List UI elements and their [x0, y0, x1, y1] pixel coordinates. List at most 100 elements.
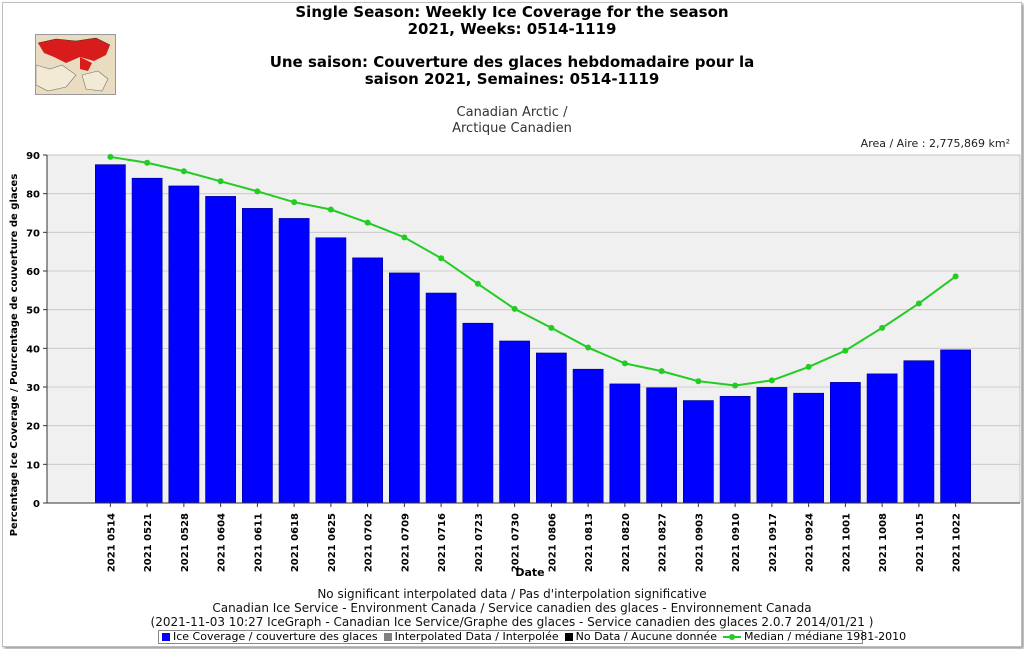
legend-interp: Interpolated Data / Interpolée — [383, 630, 559, 644]
median-line — [110, 155, 957, 387]
bar — [499, 340, 530, 504]
x-tick-label: 2021 1015 — [915, 513, 926, 572]
y-tick-label: 50 — [26, 306, 40, 317]
x-tick-label: 2021 1008 — [878, 513, 889, 572]
y-tick-label: 0 — [33, 499, 40, 510]
median-point — [180, 168, 187, 175]
x-tick-label: 2021 0716 — [437, 513, 448, 572]
bar — [830, 382, 861, 504]
bar — [131, 177, 163, 504]
x-tick-label: 2021 0625 — [327, 513, 338, 572]
bar — [793, 392, 824, 504]
median-point — [107, 153, 114, 160]
x-tick-label: 2021 0709 — [400, 513, 411, 572]
x-tick-label: 2021 0514 — [106, 513, 117, 572]
title-fr-line1: Une saison: Couverture des glaces hebdom… — [269, 53, 755, 71]
median-point — [254, 188, 261, 195]
bar — [95, 164, 126, 504]
median-point — [805, 363, 812, 370]
median-point — [217, 178, 224, 185]
median-point — [658, 368, 665, 375]
y-tick-label: 60 — [26, 267, 40, 278]
bar — [352, 257, 383, 504]
x-tick-label: 2021 0806 — [547, 513, 558, 572]
bar — [903, 360, 935, 504]
x-tick-label: 2021 0827 — [658, 513, 669, 572]
median-point — [364, 219, 371, 226]
title-en-line2: 2021, Weeks: 0514-1119 — [407, 20, 617, 38]
bar — [683, 400, 714, 504]
area-label: Area / Aire : 2,775,869 km² — [860, 137, 1010, 150]
x-axis-label: Date — [515, 566, 544, 579]
bar — [389, 272, 420, 504]
y-tick-label: 90 — [26, 151, 40, 162]
bar — [315, 237, 347, 504]
median-point — [695, 378, 702, 385]
median-point — [401, 234, 408, 241]
x-tick-label: 2021 0813 — [584, 513, 595, 572]
region-thumbnail-map — [35, 34, 116, 95]
median-point — [952, 273, 959, 280]
legend-nodata-label: No Data / Aucune donnée — [575, 630, 717, 643]
bar — [278, 218, 310, 504]
title-fr-line2: saison 2021, Semaines: 0514-1119 — [364, 70, 660, 88]
legend-ice-swatch — [162, 633, 170, 641]
bar — [866, 373, 898, 504]
x-tick-label: 2021 0521 — [143, 513, 154, 572]
bar — [609, 383, 641, 504]
legend-nodata-swatch — [564, 633, 573, 641]
x-tick-label: 2021 0910 — [731, 513, 742, 572]
bar — [205, 196, 236, 504]
x-tick-label: 2021 0611 — [253, 513, 264, 572]
median-point — [585, 344, 592, 351]
median-point — [474, 280, 481, 287]
footer-interp-note: No significant interpolated data / Pas d… — [317, 587, 707, 601]
median-point — [327, 206, 334, 213]
y-tick-label: 30 — [26, 383, 40, 394]
x-axis: 2021 0514 2021 0521 2021 0528 2021 0604 2021… — [47, 502, 1020, 572]
x-tick-label: 2021 1022 — [952, 513, 963, 572]
chart-legend: Ice Coverage / couverture des glaces Int… — [158, 630, 906, 644]
x-tick-label: 2021 0618 — [290, 513, 301, 572]
legend-ice-label: Ice Coverage / couverture des glaces — [173, 630, 378, 643]
bar — [536, 352, 567, 504]
x-tick-label: 2021 0528 — [180, 513, 191, 572]
legend-median: Median / médiane 1981-2010 — [723, 630, 906, 644]
median-point — [879, 324, 886, 331]
bar — [168, 185, 200, 504]
title-en-line1: Single Season: Weekly Ice Coverage for t… — [295, 3, 729, 21]
y-axis-label: Percentage Ice Coverage / Pourcentage de… — [9, 174, 20, 537]
median-point — [842, 347, 849, 354]
legend-ice: Ice Coverage / couverture des glaces — [162, 630, 378, 644]
bar — [940, 349, 971, 504]
x-tick-label: 2021 0723 — [474, 513, 485, 572]
legend-median-label: Median / médiane 1981-2010 — [744, 630, 907, 643]
bar — [572, 368, 604, 504]
median-point — [291, 199, 298, 206]
x-tick-label: 2021 0730 — [511, 513, 522, 572]
x-tick-label: 2021 0903 — [694, 513, 705, 572]
x-tick-label: 2021 1001 — [841, 513, 852, 572]
x-tick-label: 2021 0820 — [621, 513, 632, 572]
region-line1: Canadian Arctic / — [456, 105, 568, 120]
y-axis: 0 10 20 30 40 50 60 70 80 90 — [26, 151, 48, 510]
y-tick-label: 20 — [26, 422, 40, 433]
x-tick-label: 2021 0917 — [768, 513, 779, 572]
y-tick-label: 40 — [26, 344, 40, 355]
footer-source: Canadian Ice Service - Environment Canad… — [212, 601, 812, 615]
y-tick-label: 80 — [26, 190, 40, 201]
legend-interp-swatch — [383, 633, 392, 641]
bar — [242, 208, 273, 504]
bar — [719, 395, 751, 504]
x-tick-label: 2021 0702 — [364, 513, 375, 572]
median-point — [548, 324, 555, 331]
median-point — [144, 159, 151, 166]
median-point — [732, 382, 739, 389]
median-point — [768, 377, 775, 384]
bar — [646, 387, 677, 504]
legend-median-swatch — [723, 633, 741, 641]
footer-timestamp: (2021-11-03 10:27 IceGraph - Canadian Ic… — [150, 615, 874, 629]
median-point — [438, 255, 445, 262]
median-point — [511, 305, 518, 312]
